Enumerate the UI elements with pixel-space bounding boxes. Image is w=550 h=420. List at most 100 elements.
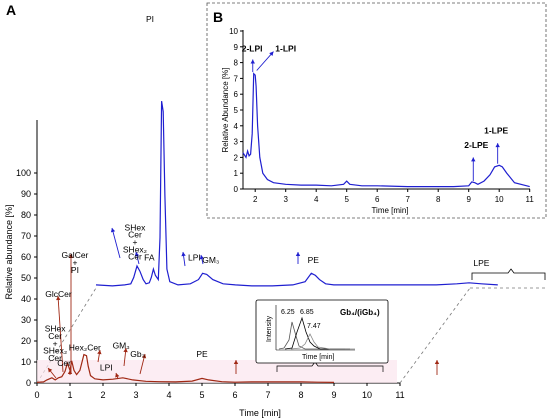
annotation-label-a: Cer: [48, 331, 62, 341]
y-tick-label-a: 70: [21, 231, 31, 241]
inset-peak-1: 6.25: [281, 309, 295, 316]
annotation-label-a: SHex: [125, 222, 147, 232]
inset-frame: [255, 299, 389, 364]
y-tick-label-b: 9: [234, 43, 239, 52]
annotation-label-a: +: [132, 237, 137, 247]
x-tick-label-b: 9: [466, 195, 471, 204]
inset-ylabel: Intensity: [266, 315, 273, 342]
x-tick-label-b: 8: [436, 195, 441, 204]
x-tick-label-a: 3: [133, 390, 138, 400]
annotation-label-a: GlcCer: [45, 289, 72, 299]
annotation-labels-b: 2-LPI 1-LPI 2-LPE 1-LPE: [242, 44, 509, 150]
x-axis-label-a: Time [min]: [239, 408, 281, 418]
inset-xlabel: Time [min]: [302, 354, 334, 361]
inset-trace-1: [278, 321, 345, 350]
annotation-arrow-shaft: [57, 295, 64, 373]
inset-peak-3: 7.47: [307, 323, 321, 330]
annotation-arrow-head: [68, 254, 74, 258]
annotation-arrow-shaft: [111, 227, 121, 259]
y-tick-label-a: 40: [21, 294, 31, 304]
gb4-inset: Intensity Time [min] Gb₄/(iGb₄) 6.25 6.8…: [255, 299, 389, 364]
annotation-label-a: SHex₂: [123, 244, 147, 254]
x-tick-label-b: 10: [495, 195, 504, 204]
annotation-arrow-head: [67, 370, 73, 374]
y-tick-label-a: 90: [21, 189, 31, 199]
annotation-label-b: 2-LPE: [464, 140, 488, 150]
annotation-label-a: Cer: [128, 230, 142, 240]
panel-b: B 0 1 2 3 4 5 6 7 8 9 10 2 3 4 5 6 7 8 9 10 11 Time [min] R…: [206, 2, 547, 219]
y-ticks-a: 0 10 20 30 40 50 60 70 80 90 100: [16, 168, 37, 388]
y-tick-label-a: 100: [16, 168, 31, 178]
annotation-arrow-head: [56, 296, 61, 301]
panel-b-frame: [206, 2, 547, 219]
x-tick-label-b: 4: [314, 195, 319, 204]
annotation-arrow-head: [250, 59, 255, 64]
annotation-arrow-head: [141, 354, 147, 359]
annotation-arrow-head: [471, 157, 476, 162]
x-ticks-b: 2 3 4 5 6 7 8 9 10 11: [253, 189, 534, 204]
y-tick-label-a: 60: [21, 252, 31, 262]
y-tick-label-b: 2: [234, 153, 239, 162]
x-ticks-a: 0 1 2 3 4 5 6 7 8 9 10 11: [34, 383, 405, 400]
y-axis-label-b: Relative Abundance [%]: [221, 68, 230, 153]
y-tick-label-a: 80: [21, 210, 31, 220]
y-tick-label-a: 10: [21, 357, 31, 367]
annotation-label-b: 1-LPI: [275, 44, 296, 54]
annotation-label-a: FA: [144, 253, 155, 263]
x-tick-label-a: 8: [298, 390, 303, 400]
annotation-label-a: PE: [196, 349, 208, 359]
y-tick-label-b: 0: [234, 185, 239, 194]
annotation-label-a: Hex₂Cer: [69, 342, 101, 352]
x-tick-label-a: 0: [34, 390, 39, 400]
x-tick-label-b: 3: [283, 195, 288, 204]
panel-a-label: A: [6, 2, 16, 18]
y-tick-label-a: 20: [21, 336, 31, 346]
annotation-arrow-head: [97, 350, 102, 355]
y-tick-label-b: 1: [234, 169, 239, 178]
lower-trace-band: [37, 360, 397, 383]
x-tick-label-a: 1: [67, 390, 72, 400]
annotation-arrows-b: [250, 51, 500, 182]
annotation-label-a: Cer: [48, 353, 62, 363]
annotation-arrow-head: [233, 360, 239, 364]
annotation-arrow-head: [434, 360, 440, 364]
annotation-arrow-shaft: [256, 51, 274, 71]
annotation-label-a: SHex₂: [43, 346, 67, 356]
x-tick-label-a: 6: [232, 390, 237, 400]
x-tick-label-b: 6: [375, 195, 380, 204]
x-tick-label-a: 4: [166, 390, 171, 400]
y-tick-label-b: 10: [229, 27, 238, 36]
x-tick-label-a: 5: [199, 390, 204, 400]
y-tick-label-b: 8: [234, 59, 239, 68]
x-tick-label-b: 11: [526, 195, 535, 204]
lpe-bracket: [471, 268, 546, 280]
annotation-label-a: GalCer: [61, 250, 88, 260]
y-tick-label-b: 6: [234, 90, 239, 99]
annotation-arrow-head: [48, 368, 53, 373]
annotation-label-a: PI: [146, 14, 154, 24]
inset-title: Gb₄/(iGb₄): [340, 308, 380, 317]
inset-trace-3: [290, 333, 355, 350]
upper-trace-line: [95, 101, 498, 287]
y-tick-label-a: 0: [26, 378, 31, 388]
annotation-label-a: PI: [71, 265, 79, 275]
annotation-label-a: Cer: [128, 252, 142, 262]
annotation-arrow-head: [269, 51, 274, 56]
annotation-arrow-head: [199, 255, 205, 260]
x-tick-label-a: 11: [395, 390, 404, 400]
x-tick-label-b: 5: [344, 195, 349, 204]
annotation-label-a: +: [53, 338, 58, 348]
y-tick-label-b: 7: [234, 74, 239, 83]
annotation-arrow-head: [115, 373, 120, 378]
y-tick-label-b: 3: [234, 138, 239, 147]
x-axis-label-b: Time [min]: [371, 206, 408, 215]
inset-trace-2: [284, 316, 350, 350]
annotation-label-a: LPI: [100, 362, 113, 372]
annotation-label-a: Gb₃: [130, 349, 145, 359]
panel-b-trace-line: [242, 72, 530, 188]
annotation-arrow-head: [181, 252, 186, 257]
lower-trace-line: [36, 353, 335, 383]
